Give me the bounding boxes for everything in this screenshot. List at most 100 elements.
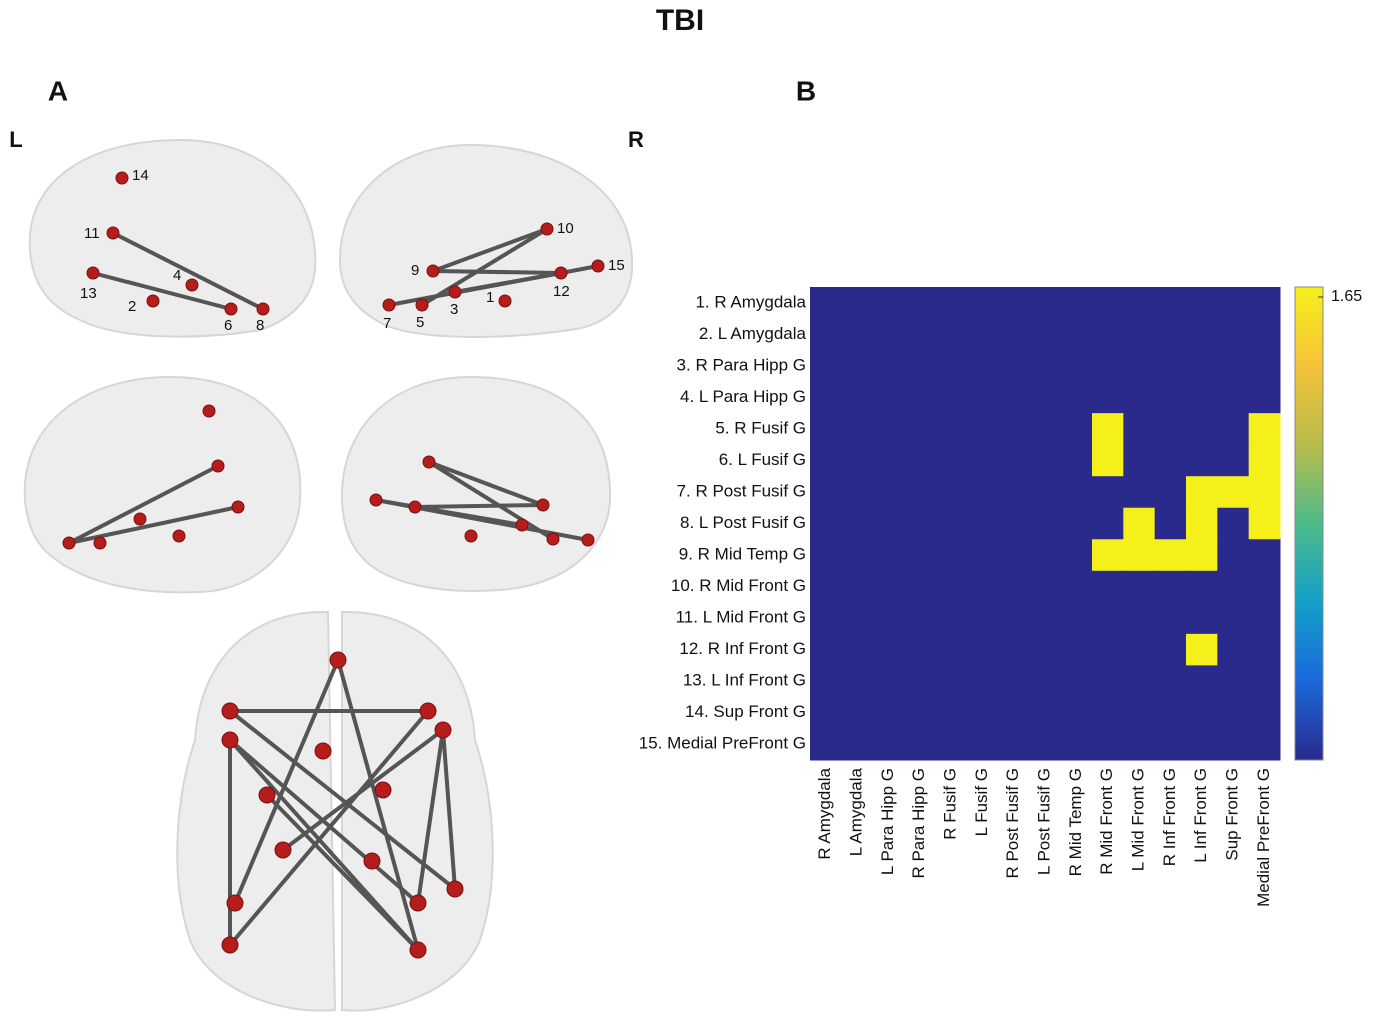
- heatmap-cell: [935, 413, 967, 445]
- column-label: R Para Hipp G: [909, 768, 928, 879]
- heatmap-cell: [1155, 508, 1187, 540]
- heatmap-cell: [1155, 634, 1187, 666]
- heatmap-cell: [1092, 287, 1124, 319]
- heatmap-cell: [1217, 571, 1249, 603]
- node: [134, 513, 146, 525]
- heatmap-cell: [1217, 602, 1249, 634]
- heatmap-cell: [935, 382, 967, 414]
- heatmap-cell: [904, 319, 936, 351]
- heatmap-cell: [1123, 350, 1155, 382]
- heatmap-cell: [810, 350, 842, 382]
- heatmap-cell: [967, 508, 999, 540]
- heatmap-cell: [1061, 413, 1093, 445]
- row-label: 4. L Para Hipp G: [680, 387, 806, 406]
- heatmap-cell: [1029, 350, 1061, 382]
- heatmap: 1. R Amygdala2. L Amygdala3. R Para Hipp…: [639, 287, 1362, 907]
- node-label: 4: [173, 267, 181, 284]
- node: [227, 895, 243, 911]
- heatmap-cell: [873, 413, 905, 445]
- heatmap-cell: [1092, 319, 1124, 351]
- heatmap-cell: [967, 539, 999, 571]
- heatmap-cell: [1092, 382, 1124, 414]
- heatmap-cell: [1249, 728, 1281, 760]
- node: [257, 303, 269, 315]
- brain-panels: 14 11 4 13 2 6 8 10 9 15 12 1 7 5 3: [25, 140, 632, 1011]
- heatmap-cell: [1029, 571, 1061, 603]
- node: [423, 456, 435, 468]
- heatmap-cell: [1123, 287, 1155, 319]
- row-label: 9. R Mid Temp G: [679, 545, 806, 564]
- heatmap-cell: [1217, 350, 1249, 382]
- heatmap-cell: [1092, 571, 1124, 603]
- heatmap-cell: [873, 571, 905, 603]
- heatmap-cell: [967, 602, 999, 634]
- node: [465, 530, 477, 542]
- heatmap-cell: [935, 697, 967, 729]
- heatmap-cell: [1217, 634, 1249, 666]
- node: [383, 299, 395, 311]
- heatmap-cell: [1029, 665, 1061, 697]
- node: [537, 499, 549, 511]
- heatmap-cell: [1061, 571, 1093, 603]
- heatmap-cell: [1029, 508, 1061, 540]
- node: [275, 842, 291, 858]
- heatmap-cell: [1061, 382, 1093, 414]
- node: [116, 172, 128, 184]
- heatmap-cell: [998, 508, 1030, 540]
- row-label: 7. R Post Fusif G: [677, 481, 806, 500]
- heatmap-cell: [935, 508, 967, 540]
- row-label: 11. L Mid Front G: [676, 608, 806, 627]
- node: [107, 227, 119, 239]
- heatmap-cell: [1123, 539, 1155, 571]
- node: [63, 537, 75, 549]
- column-label: R Amygdala: [815, 767, 834, 859]
- node: [420, 703, 436, 719]
- node: [427, 265, 439, 277]
- node-label: 3: [450, 301, 458, 318]
- heatmap-cell: [841, 508, 873, 540]
- heatmap-cell: [1029, 287, 1061, 319]
- heatmap-cell: [873, 508, 905, 540]
- column-label: L Fusif G: [972, 768, 991, 836]
- column-label: L Inf Front G: [1191, 768, 1210, 863]
- node: [222, 732, 238, 748]
- edge: [433, 271, 561, 273]
- row-label: 8. L Post Fusif G: [680, 513, 806, 532]
- heatmap-cell: [1155, 665, 1187, 697]
- node: [203, 405, 215, 417]
- brain-outline: [25, 377, 301, 592]
- heatmap-cell: [1186, 445, 1218, 477]
- heatmap-cell: [935, 350, 967, 382]
- heatmap-cell: [1123, 445, 1155, 477]
- heatmap-cell: [1061, 476, 1093, 508]
- heatmap-cell: [841, 539, 873, 571]
- heatmap-cell: [810, 539, 842, 571]
- heatmap-cell: [1123, 697, 1155, 729]
- heatmap-cell: [1249, 445, 1281, 477]
- heatmap-cell: [967, 319, 999, 351]
- node: [541, 223, 553, 235]
- heatmap-cell: [998, 571, 1030, 603]
- heatmap-cell: [1249, 287, 1281, 319]
- heatmap-cell: [1155, 539, 1187, 571]
- heatmap-cell: [810, 476, 842, 508]
- heatmap-cell: [1155, 350, 1187, 382]
- node: [364, 853, 380, 869]
- heatmap-cell: [1061, 665, 1093, 697]
- heatmap-cell: [904, 571, 936, 603]
- heatmap-cell: [904, 508, 936, 540]
- heatmap-cell: [1155, 413, 1187, 445]
- heatmap-cell: [1061, 728, 1093, 760]
- node: [499, 295, 511, 307]
- heatmap-cell: [873, 602, 905, 634]
- row-label: 10. R Mid Front G: [671, 576, 806, 595]
- heatmap-cell: [873, 445, 905, 477]
- heatmap-cell: [1155, 697, 1187, 729]
- node-label: 6: [224, 317, 232, 334]
- row-label: 15. Medial PreFront G: [639, 734, 806, 753]
- node: [410, 895, 426, 911]
- heatmap-cell: [1123, 382, 1155, 414]
- heatmap-cell: [1029, 319, 1061, 351]
- heatmap-cell: [998, 665, 1030, 697]
- heatmap-cell: [1029, 382, 1061, 414]
